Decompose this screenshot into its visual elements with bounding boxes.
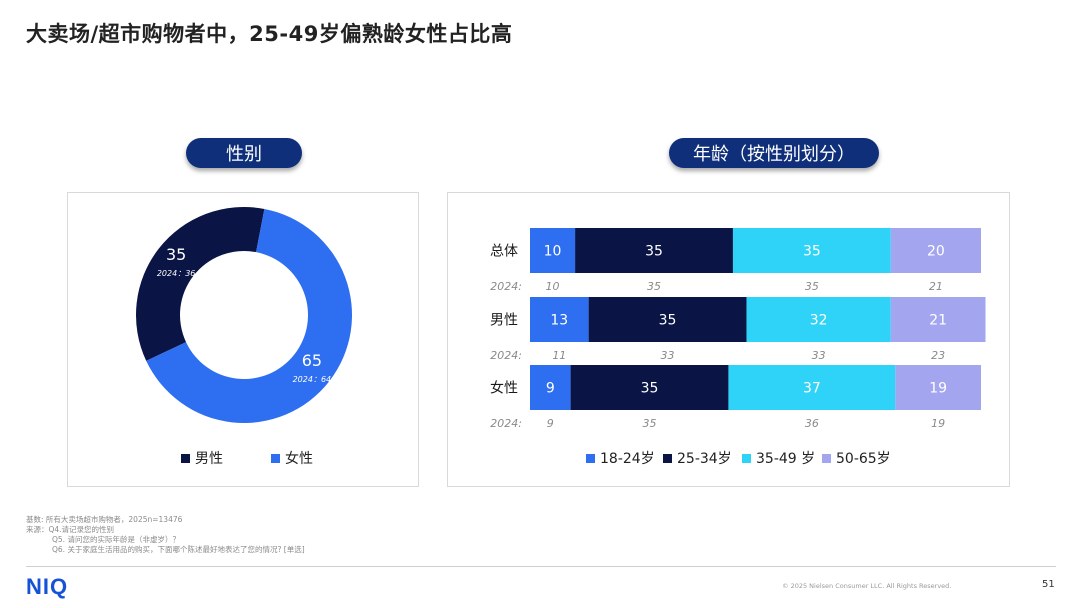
row-2024-label: 2024: xyxy=(490,349,522,362)
legend-item-25-34岁: 25-34岁 xyxy=(663,448,732,468)
niq-logo: NIQ xyxy=(26,574,69,599)
bar-2024-label: 11 xyxy=(552,349,566,362)
gender-header-label: 性别 xyxy=(226,144,262,165)
bar-value-label: 13 xyxy=(550,313,568,329)
bar-2024-label: 23 xyxy=(931,349,945,362)
copyright: © 2025 Nielsen Consumer LLC. All Rights … xyxy=(782,582,952,590)
bar-segment-18-24岁 xyxy=(530,365,571,410)
bar-value-label: 35 xyxy=(645,244,663,260)
bar-2024-label: 35 xyxy=(805,280,819,293)
bar-value-label: 21 xyxy=(929,313,947,329)
age-panel: 总体 2024: 10 10 35 35 35 35 20 21 男性 2024: 13 11 35 33 32… xyxy=(447,192,1010,487)
bar-value-label: 35 xyxy=(803,244,821,260)
row-2024-label: 2024: xyxy=(490,280,522,293)
bar-2024-label: 33 xyxy=(661,349,675,362)
bar-segment-25-34岁 xyxy=(575,228,733,273)
donut-value-label: 35 xyxy=(166,245,186,264)
bar-segment-35-49 岁 xyxy=(746,297,891,342)
bar-2024-label: 9 xyxy=(547,417,554,430)
bar-segment-25-34岁 xyxy=(570,365,729,410)
legend-item-50-65岁: 50-65岁 xyxy=(822,448,891,468)
bar-segment-18-24岁 xyxy=(530,297,589,342)
legend-swatch xyxy=(822,453,831,463)
legend-item-男性: 男性 xyxy=(181,448,223,468)
bar-2024-label: 33 xyxy=(812,349,826,362)
bar-value-label: 32 xyxy=(810,313,828,329)
legend-swatch xyxy=(742,453,751,463)
row-label-总体: 总体 xyxy=(490,244,518,260)
legend-item-35-49 岁: 35-49 岁 xyxy=(742,448,815,468)
footnote-q5: Q5. 请问您的实际年龄是（非虚岁）？ xyxy=(52,535,180,544)
legend-swatch xyxy=(586,453,595,463)
legend-swatch xyxy=(271,453,280,463)
legend-label: 18-24岁 xyxy=(600,451,655,467)
bar-segment-18-24岁 xyxy=(530,228,576,273)
bar-2024-label: 35 xyxy=(643,417,657,430)
bar-segment-35-49 岁 xyxy=(732,228,891,273)
bar-value-label: 35 xyxy=(659,313,677,329)
footnote-q6: Q6. 关于家庭生活用品的购买，下面哪个陈述最好地表达了您的情况? [单选] xyxy=(52,545,305,554)
bar-segment-50-65岁 xyxy=(890,228,981,273)
bar-2024-label: 10 xyxy=(546,280,560,293)
legend-label: 50-65岁 xyxy=(836,451,891,467)
bar-value-label: 19 xyxy=(929,381,947,397)
row-label-男性: 男性 xyxy=(490,313,518,329)
donut-2024-label: 2024：64 xyxy=(293,375,332,384)
bar-value-label: 9 xyxy=(546,381,555,397)
footnote-base: 基数: 所有大卖场超市购物者，2025n=13476 xyxy=(26,515,183,524)
legend-label: 女性 xyxy=(285,451,313,467)
legend-label: 25-34岁 xyxy=(677,451,732,467)
bar-2024-label: 19 xyxy=(931,417,945,430)
legend-item-18-24岁: 18-24岁 xyxy=(586,448,655,468)
gender-header: 性别 xyxy=(186,138,302,168)
bar-value-label: 35 xyxy=(641,381,659,397)
donut-slice-男性 xyxy=(136,206,265,361)
page-number: 51 xyxy=(1042,579,1055,590)
donut-2024-label: 2024：36 xyxy=(157,269,196,278)
bar-2024-label: 36 xyxy=(805,417,819,430)
legend-swatch xyxy=(181,453,190,463)
legend-label: 男性 xyxy=(195,451,223,467)
row-2024-label: 2024: xyxy=(490,417,522,430)
bar-segment-35-49 岁 xyxy=(728,365,896,410)
bar-2024-label: 21 xyxy=(929,280,943,293)
age-header-label: 年龄（按性别划分） xyxy=(693,144,855,165)
age-stacked-bar-chart: 总体 2024: 10 10 35 35 35 35 20 21 男性 2024: 13 11 35 33 32… xyxy=(490,228,986,430)
bar-value-label: 37 xyxy=(803,381,821,397)
footnote-source: 来源：Q4.请记录您的性别 xyxy=(26,525,115,534)
legend-swatch xyxy=(663,453,672,463)
footer-divider xyxy=(26,566,1056,567)
donut-slice-女性 xyxy=(146,208,352,423)
gender-donut-chart: 35 2024：36 65 2024：64 xyxy=(136,206,352,423)
bar-value-label: 20 xyxy=(927,244,945,260)
footnotes: 基数: 所有大卖场超市购物者，2025n=13476 来源：Q4.请记录您的性别… xyxy=(26,515,305,555)
legend-item-女性: 女性 xyxy=(271,448,313,468)
page-title: 大卖场/超市购物者中，25-49岁偏熟龄女性占比高 xyxy=(26,22,513,46)
row-label-女性: 女性 xyxy=(490,380,518,397)
bar-segment-25-34岁 xyxy=(588,297,747,342)
age-header: 年龄（按性别划分） xyxy=(669,138,879,168)
bar-value-label: 10 xyxy=(544,244,562,260)
bar-2024-label: 35 xyxy=(647,280,661,293)
bar-segment-50-65岁 xyxy=(895,365,981,410)
gender-panel: 35 2024：36 65 2024：64 男性 女性 xyxy=(67,192,419,487)
bar-segment-50-65岁 xyxy=(890,297,986,342)
donut-value-label: 65 xyxy=(302,351,322,370)
legend-label: 35-49 岁 xyxy=(756,451,816,467)
